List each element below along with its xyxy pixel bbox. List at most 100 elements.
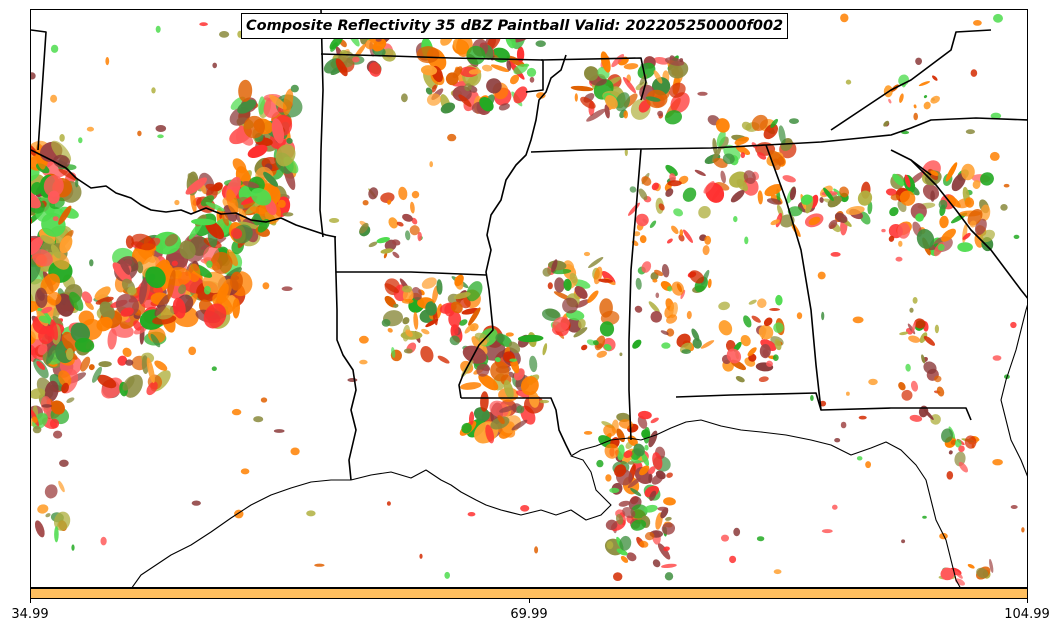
reflectivity-blob	[263, 171, 279, 187]
reflectivity-blob	[747, 347, 757, 357]
reflectivity-blob	[967, 563, 975, 569]
reflectivity-blob	[541, 308, 561, 322]
reflectivity-blob	[867, 201, 873, 215]
louisiana-coast	[350, 437, 642, 521]
reflectivity-cell	[290, 84, 299, 93]
reflectivity-blob	[146, 381, 158, 396]
reflectivity-blob	[238, 221, 261, 230]
map-title: Composite Reflectivity 35 dBZ Paintball …	[241, 13, 789, 39]
reflectivity-blob	[81, 291, 93, 304]
reflectivity-blob	[915, 213, 924, 222]
reflectivity-cell	[652, 278, 658, 283]
reflectivity-cell	[539, 399, 550, 404]
reflectivity-blob	[594, 335, 606, 351]
reflectivity-blob	[627, 477, 641, 489]
reflectivity-cell	[633, 231, 641, 237]
reflectivity-blob	[459, 319, 468, 326]
reflectivity-cell	[467, 512, 476, 517]
reflectivity-cell	[574, 93, 578, 102]
reflectivity-cell	[845, 79, 852, 85]
reflectivity-cell	[881, 228, 886, 233]
reflectivity-blob	[641, 176, 652, 186]
reflectivity-cell	[613, 572, 623, 581]
reflectivity-blob	[616, 548, 628, 556]
reflectivity-blob	[164, 233, 178, 247]
reflectivity-blob	[40, 235, 56, 245]
reflectivity-cell	[281, 286, 293, 292]
reflectivity-blob	[31, 416, 38, 423]
reflectivity-blob	[516, 405, 525, 414]
reflectivity-blob	[74, 337, 95, 353]
reflectivity-blob	[623, 77, 636, 94]
reflectivity-blob	[639, 540, 649, 548]
reflectivity-blob	[226, 189, 239, 215]
reflectivity-blob	[66, 397, 75, 403]
reflectivity-blob	[387, 199, 392, 205]
reflectivity-blob	[757, 151, 767, 160]
reflectivity-blob	[490, 416, 510, 430]
reflectivity-blob	[957, 242, 973, 253]
reflectivity-cell	[240, 468, 250, 475]
ms-al-border	[628, 148, 642, 441]
reflectivity-blob	[46, 344, 56, 365]
reflectivity-blob	[480, 391, 489, 412]
reflectivity-blob	[897, 222, 911, 239]
panhandle-border	[31, 29, 47, 151]
reflectivity-blob	[614, 464, 627, 477]
reflectivity-blob	[763, 123, 778, 140]
ok-ar-border	[319, 10, 324, 238]
reflectivity-cell	[934, 324, 940, 334]
reflectivity-blob	[923, 409, 934, 420]
reflectivity-cell	[852, 316, 864, 324]
reflectivity-blob	[31, 258, 41, 285]
ar-la-border	[336, 271, 487, 276]
reflectivity-blob	[664, 110, 683, 125]
reflectivity-blob	[258, 96, 266, 115]
al-fl-coast	[640, 419, 961, 587]
reflectivity-blob	[80, 356, 91, 372]
reflectivity-blob	[54, 526, 59, 543]
reflectivity-cell	[661, 342, 671, 349]
reflectivity-blob	[479, 96, 494, 112]
reflectivity-cell	[744, 236, 749, 245]
reflectivity-blob	[828, 219, 838, 230]
reflectivity-blob	[92, 366, 102, 383]
reflectivity-blob	[888, 235, 895, 242]
tn-border	[530, 117, 1027, 153]
reflectivity-blob	[38, 315, 52, 324]
reflectivity-cell	[50, 44, 59, 53]
reflectivity-cell	[32, 425, 42, 434]
reflectivity-blob	[766, 360, 773, 367]
reflectivity-blob	[513, 63, 528, 75]
ga-sc-border	[890, 149, 932, 176]
reflectivity-blob	[692, 338, 702, 349]
reflectivity-blob	[958, 461, 968, 473]
reflectivity-blob	[528, 390, 540, 408]
reflectivity-blob	[383, 252, 388, 259]
reflectivity-blob	[516, 46, 525, 63]
reflectivity-cell	[989, 151, 1000, 161]
reflectivity-blob	[98, 361, 112, 368]
reflectivity-blob	[53, 511, 71, 531]
reflectivity-blob	[945, 162, 958, 182]
reflectivity-blob	[669, 82, 686, 98]
reflectivity-blob	[726, 348, 742, 364]
reflectivity-blob	[964, 435, 977, 449]
reflectivity-cell	[444, 571, 451, 579]
reflectivity-cell	[992, 459, 1003, 466]
reflectivity-blob	[890, 194, 900, 201]
reflectivity-blob	[899, 190, 916, 206]
reflectivity-blob	[618, 500, 630, 507]
reflectivity-cell	[909, 307, 914, 313]
reflectivity-blob	[398, 186, 408, 201]
reflectivity-blob	[638, 410, 652, 420]
reflectivity-blob	[916, 228, 935, 249]
reflectivity-blob	[420, 345, 434, 363]
reflectivity-blob	[976, 567, 989, 579]
reflectivity-cell	[78, 137, 83, 144]
reflectivity-blob	[190, 190, 197, 214]
reflectivity-cell	[821, 529, 833, 534]
reflectivity-blob	[909, 414, 923, 422]
reflectivity-blob	[758, 324, 774, 340]
reflectivity-blob	[387, 327, 393, 333]
